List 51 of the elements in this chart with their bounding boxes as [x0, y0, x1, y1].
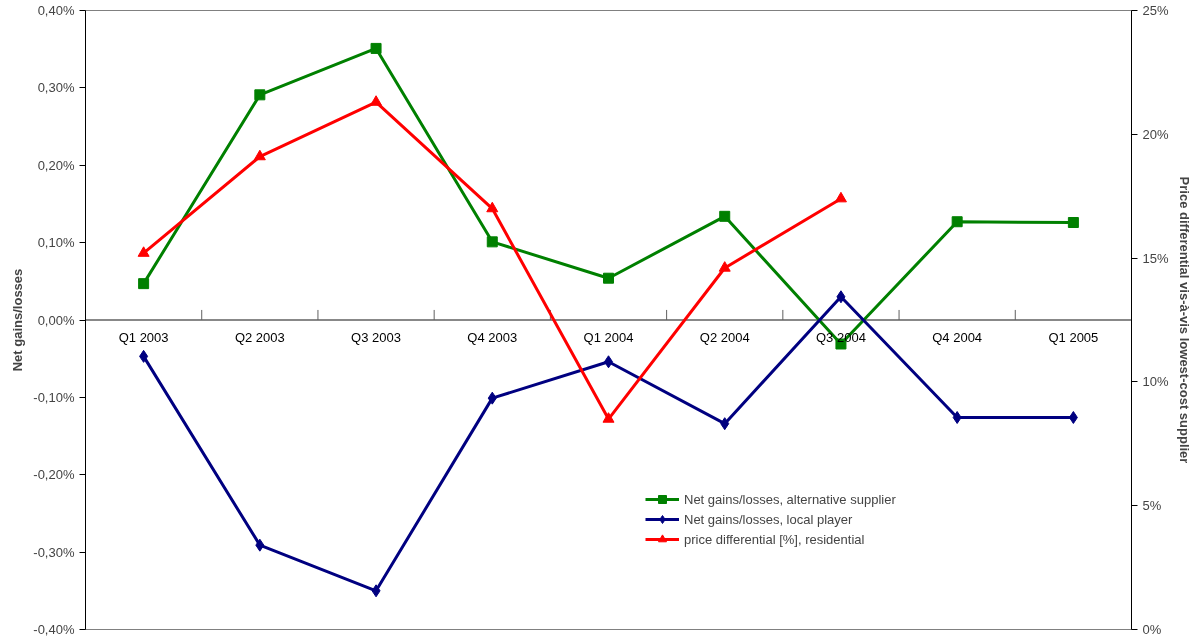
point	[718, 261, 731, 272]
y-axis-title: Net gains/losses	[10, 268, 26, 372]
point	[1068, 410, 1078, 424]
y2-tick-label: 15%	[1142, 250, 1169, 266]
point	[139, 349, 149, 363]
point	[951, 216, 963, 228]
y2-tick-label: 0%	[1142, 622, 1162, 637]
point	[138, 278, 150, 290]
point	[253, 149, 266, 161]
point	[486, 236, 498, 248]
point	[254, 89, 266, 101]
point	[137, 246, 150, 257]
point	[719, 210, 731, 222]
point	[370, 42, 382, 54]
point	[836, 290, 846, 304]
legend-label: Net gains/losses, local player	[684, 510, 853, 528]
x-tick-label: Q2 2003	[234, 330, 285, 346]
x-tick-label: Q4 2004	[932, 330, 983, 346]
x-tick-label: Q1 2005	[1048, 330, 1099, 346]
point	[602, 412, 615, 423]
point	[834, 191, 847, 203]
y-tick-label: -0,30%	[33, 544, 75, 560]
point	[603, 272, 614, 284]
point	[487, 391, 497, 405]
point	[255, 538, 265, 552]
y2-tick-label: 5%	[1142, 498, 1162, 514]
y2-tick-label: 20%	[1142, 126, 1169, 142]
y-tick-label: 0,40%	[37, 3, 75, 18]
y-tick-label: 0,00%	[37, 312, 75, 328]
point	[370, 95, 383, 106]
point	[952, 410, 962, 424]
x-tick-label: Q1 2003	[118, 330, 169, 346]
point	[1067, 217, 1079, 229]
y2-axis-title: Price differential vis-à-vis lowest-cost supplier	[1176, 176, 1192, 464]
y-tick-label: -0,20%	[33, 467, 75, 483]
y-tick-label: -0,10%	[33, 389, 75, 405]
x-tick-label: Q2 2004	[699, 330, 750, 346]
legend-label: price differential [%], residential	[684, 530, 865, 548]
point	[371, 584, 381, 598]
x-tick-label: Q3 2003	[351, 330, 401, 346]
y-tick-label: -0,40%	[33, 622, 75, 637]
y2-tick-label: 10%	[1142, 374, 1169, 390]
y-tick-label: 0,30%	[37, 80, 75, 96]
point	[720, 417, 730, 431]
y2-tick-label: 25%	[1142, 3, 1169, 18]
point	[486, 201, 499, 213]
x-tick-label: Q1 2004	[583, 330, 634, 346]
y-tick-label: 0,10%	[37, 235, 75, 251]
x-tick-label: Q4 2003	[467, 330, 518, 346]
y-tick-label: 0,20%	[37, 157, 75, 173]
legend-label: Net gains/losses, alternative supplier	[684, 490, 896, 508]
